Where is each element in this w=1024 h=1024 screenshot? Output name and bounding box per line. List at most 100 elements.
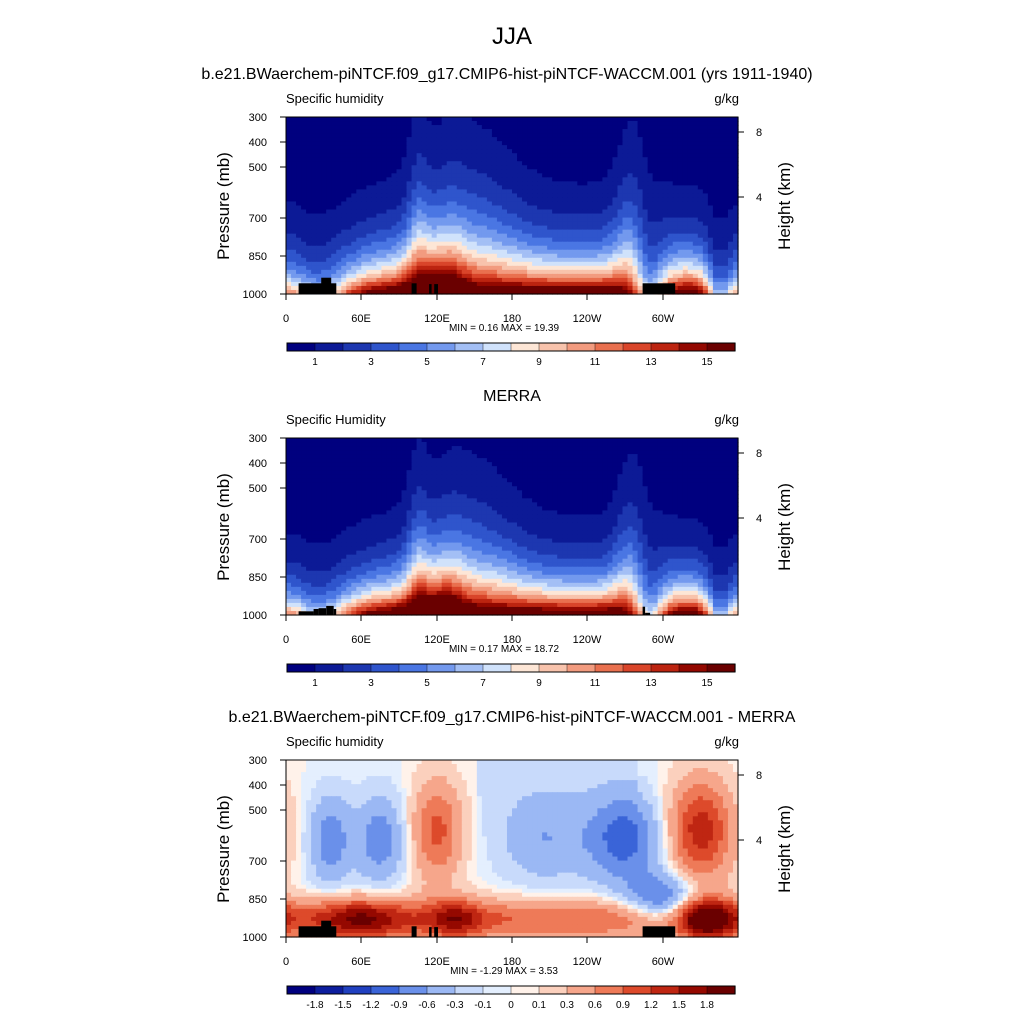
- heatmap-cell: [496, 269, 503, 275]
- heatmap-cell: [672, 253, 679, 259]
- heatmap-cell: [537, 205, 543, 211]
- heatmap-cell: [421, 121, 428, 126]
- heatmap-cell: [406, 189, 413, 195]
- heatmap-cell: [672, 149, 679, 154]
- heatmap-cell: [311, 189, 317, 195]
- heatmap-cell: [291, 478, 297, 483]
- heatmap-cell: [476, 133, 483, 138]
- heatmap-cell: [366, 474, 372, 479]
- heatmap-cell: [637, 442, 644, 447]
- heatmap-cell: [311, 157, 317, 162]
- heatmap-cell: [391, 438, 398, 443]
- heatmap-cell: [687, 121, 694, 126]
- heatmap-cell: [547, 233, 553, 239]
- heatmap-cell: [366, 273, 372, 279]
- heatmap-cell: [301, 205, 307, 211]
- heatmap-cell: [491, 213, 498, 219]
- heatmap-cell: [506, 181, 513, 186]
- heatmap-cell: [717, 181, 724, 186]
- heatmap-cell: [421, 253, 428, 259]
- heatmap-cell: [351, 149, 357, 154]
- heatmap-cell: [597, 474, 603, 479]
- heatmap-cell: [371, 161, 377, 166]
- heatmap-cell: [607, 121, 614, 126]
- heatmap-cell: [311, 129, 317, 134]
- heatmap-cell: [291, 285, 297, 291]
- heatmap-cell: [296, 213, 302, 219]
- heatmap-cell: [557, 209, 563, 215]
- heatmap-cell: [476, 161, 483, 166]
- heatmap-cell: [446, 257, 453, 263]
- heatmap-cell: [471, 129, 478, 134]
- heatmap-cell: [311, 245, 317, 251]
- heatmap-cell: [532, 277, 538, 283]
- heatmap-cell: [286, 181, 292, 186]
- heatmap-cell: [421, 241, 428, 247]
- heatmap-cell: [506, 201, 513, 207]
- heatmap-cell: [632, 269, 639, 275]
- heatmap-cell: [316, 474, 322, 479]
- heatmap-cell: [637, 133, 644, 138]
- heatmap-cell: [326, 442, 332, 447]
- heatmap-cell: [431, 193, 438, 199]
- heatmap-cell: [517, 129, 523, 134]
- heatmap-cell: [572, 273, 578, 279]
- heatmap-cell: [436, 478, 443, 483]
- heatmap-cell: [587, 145, 593, 150]
- heatmap-cell: [512, 261, 518, 267]
- heatmap-cell: [356, 249, 362, 255]
- heatmap-cell: [572, 289, 578, 295]
- heatmap-cell: [316, 458, 322, 463]
- heatmap-cell: [471, 478, 478, 483]
- heatmap-cell: [486, 257, 493, 263]
- heatmap-cell: [547, 261, 553, 267]
- heatmap-cell: [486, 470, 493, 475]
- heatmap-cell: [431, 217, 438, 223]
- heatmap-cell: [647, 209, 654, 215]
- heatmap-cell: [406, 129, 413, 134]
- heatmap-cell: [371, 265, 377, 271]
- heatmap-cell: [381, 161, 388, 166]
- heatmap-cell: [431, 201, 438, 207]
- heatmap-cell: [562, 237, 568, 243]
- heatmap-cell: [522, 241, 528, 247]
- heatmap-cell: [592, 442, 598, 447]
- heatmap-cell: [421, 145, 428, 150]
- heatmap-cell: [732, 233, 739, 239]
- heatmap-cell: [547, 145, 553, 150]
- heatmap-cell: [506, 462, 513, 467]
- heatmap-cell: [351, 229, 357, 235]
- heatmap-cell: [517, 157, 523, 162]
- heatmap-cell: [341, 245, 347, 251]
- heatmap-cell: [557, 133, 563, 138]
- heatmap-cell: [637, 229, 644, 235]
- heatmap-cell: [486, 265, 493, 271]
- heatmap-cell: [697, 454, 704, 459]
- heatmap-cell: [376, 265, 383, 271]
- heatmap-cell: [306, 205, 312, 211]
- heatmap-cell: [522, 145, 528, 150]
- heatmap-cell: [466, 177, 473, 182]
- heatmap-cell: [552, 257, 558, 263]
- heatmap-cell: [547, 458, 553, 463]
- heatmap-cell: [421, 478, 428, 483]
- heatmap-cell: [366, 173, 372, 178]
- heatmap-cell: [316, 261, 322, 267]
- heatmap-cell: [386, 213, 393, 219]
- heatmap-cell: [331, 177, 337, 182]
- heatmap-cell: [316, 245, 322, 251]
- heatmap-cell: [562, 458, 568, 463]
- heatmap-cell: [672, 153, 679, 158]
- heatmap-cell: [466, 117, 473, 122]
- heatmap-cell: [637, 185, 644, 191]
- heatmap-cell: [376, 225, 383, 231]
- heatmap-cell: [436, 217, 443, 223]
- heatmap-cell: [396, 265, 403, 271]
- heatmap-cell: [441, 261, 448, 267]
- heatmap-cell: [677, 474, 684, 479]
- heatmap-cell: [557, 217, 563, 223]
- heatmap-cell: [597, 466, 603, 471]
- heatmap-cell: [311, 462, 317, 467]
- heatmap-cell: [547, 285, 553, 291]
- heatmap-cell: [562, 121, 568, 126]
